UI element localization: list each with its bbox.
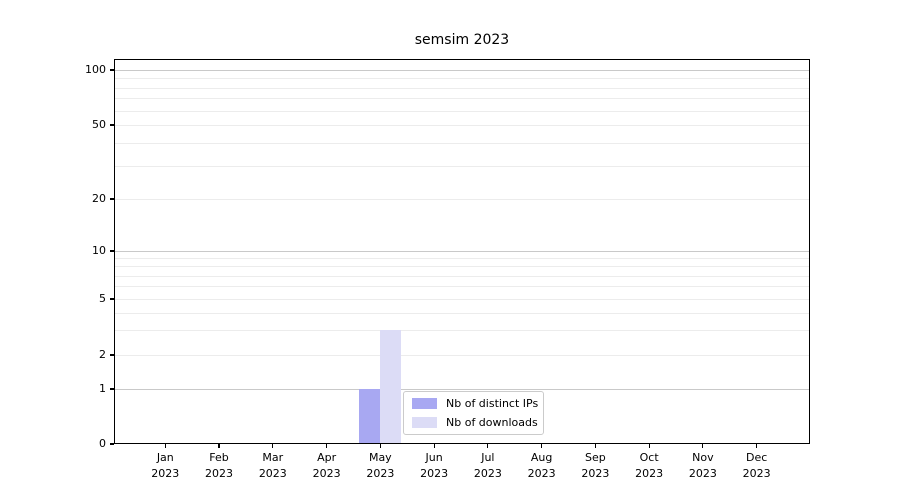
y-axis-tick-mark bbox=[110, 69, 114, 71]
y-axis-tick-mark bbox=[110, 198, 114, 200]
minor-gridline bbox=[114, 199, 810, 200]
x-axis-tick-label: Dec 2023 bbox=[727, 450, 787, 482]
x-tick-year: 2023 bbox=[258, 467, 287, 480]
major-gridline bbox=[114, 70, 810, 71]
x-axis-tick-label: Nov 2023 bbox=[673, 450, 733, 482]
minor-gridline bbox=[114, 299, 810, 300]
minor-gridline bbox=[114, 266, 810, 268]
y-axis-tick-label: 20 bbox=[92, 192, 106, 205]
x-tick-year: 2023 bbox=[420, 467, 449, 480]
x-tick-month: Oct bbox=[639, 451, 659, 464]
bar-nb-of-distinct-ips bbox=[359, 389, 381, 444]
legend-swatch-nb-of-distinct-ips bbox=[412, 398, 437, 410]
plot-area bbox=[114, 59, 810, 444]
bar-nb-of-downloads bbox=[380, 330, 402, 444]
x-tick-month: Jun bbox=[425, 451, 443, 464]
minor-gridline bbox=[114, 166, 810, 168]
x-axis-tick-mark bbox=[379, 444, 381, 448]
legend-item: Nb of downloads bbox=[412, 415, 538, 431]
minor-gridline bbox=[114, 87, 810, 89]
x-axis-tick-mark bbox=[702, 444, 704, 448]
y-axis-tick-mark bbox=[110, 388, 114, 390]
x-tick-year: 2023 bbox=[151, 467, 180, 480]
y-axis-tick-mark bbox=[110, 250, 114, 252]
minor-gridline bbox=[114, 98, 810, 100]
y-axis-tick-mark bbox=[110, 298, 114, 300]
y-axis-tick-label: 5 bbox=[99, 292, 106, 305]
x-tick-month: Jul bbox=[481, 451, 495, 464]
x-tick-year: 2023 bbox=[205, 467, 234, 480]
x-axis-tick-label: Aug 2023 bbox=[512, 450, 572, 482]
minor-gridline bbox=[114, 312, 810, 314]
y-axis-tick-label: 2 bbox=[99, 348, 106, 361]
x-axis-tick-label: Apr 2023 bbox=[297, 450, 357, 482]
major-gridline bbox=[114, 251, 810, 252]
minor-gridline bbox=[114, 286, 810, 288]
y-axis-tick-mark bbox=[110, 443, 114, 445]
x-tick-year: 2023 bbox=[635, 467, 664, 480]
y-axis-tick-label: 1 bbox=[99, 382, 106, 395]
y-axis-tick-label: 10 bbox=[92, 244, 106, 257]
x-axis-tick-label: Jan 2023 bbox=[135, 450, 195, 482]
x-tick-year: 2023 bbox=[366, 467, 395, 480]
x-tick-year: 2023 bbox=[742, 467, 771, 480]
x-axis-tick-label: Jun 2023 bbox=[404, 450, 464, 482]
x-axis-tick-label: May 2023 bbox=[350, 450, 410, 482]
x-axis-tick-mark bbox=[541, 444, 543, 448]
y-axis-tick-mark bbox=[110, 124, 114, 126]
minor-gridline bbox=[114, 275, 810, 277]
x-tick-year: 2023 bbox=[473, 467, 502, 480]
x-tick-month: Jan bbox=[156, 451, 174, 464]
x-tick-month: Mar bbox=[262, 451, 284, 464]
x-tick-month: Nov bbox=[692, 451, 714, 464]
y-axis-tick-label: 50 bbox=[92, 118, 106, 131]
minor-gridline bbox=[114, 355, 810, 356]
x-tick-month: Dec bbox=[746, 451, 768, 464]
x-tick-year: 2023 bbox=[527, 467, 556, 480]
legend-swatch-nb-of-downloads bbox=[412, 416, 437, 428]
x-axis-tick-label: Jul 2023 bbox=[458, 450, 518, 482]
y-axis-tick-label: 0 bbox=[99, 437, 106, 450]
minor-gridline bbox=[114, 330, 810, 332]
major-gridline bbox=[114, 389, 810, 390]
x-tick-month: May bbox=[368, 451, 392, 464]
x-tick-month: Sep bbox=[585, 451, 606, 464]
minor-gridline bbox=[114, 125, 810, 126]
x-tick-month: Apr bbox=[317, 451, 337, 464]
x-axis-tick-mark bbox=[272, 444, 274, 448]
x-axis-tick-label: Mar 2023 bbox=[243, 450, 303, 482]
x-axis-tick-mark bbox=[487, 444, 489, 448]
x-axis-tick-mark bbox=[164, 444, 166, 448]
legend-label: Nb of distinct IPs bbox=[446, 397, 539, 411]
x-axis-tick-label: Oct 2023 bbox=[619, 450, 679, 482]
y-axis-tick-mark bbox=[110, 354, 114, 356]
x-tick-year: 2023 bbox=[312, 467, 341, 480]
x-axis-tick-label: Sep 2023 bbox=[565, 450, 625, 482]
legend-label: Nb of downloads bbox=[446, 415, 538, 429]
y-axis-tick-label: 100 bbox=[85, 63, 106, 76]
chart-title: semsim 2023 bbox=[414, 32, 510, 48]
x-axis-tick-mark bbox=[218, 444, 220, 448]
minor-gridline bbox=[114, 78, 810, 80]
x-axis-tick-mark bbox=[594, 444, 596, 448]
x-tick-year: 2023 bbox=[688, 467, 717, 480]
minor-gridline bbox=[114, 110, 810, 112]
legend-item: Nb of distinct IPs bbox=[412, 396, 539, 412]
x-tick-month: Feb bbox=[209, 451, 229, 464]
legend: Nb of distinct IPs Nb of downloads bbox=[403, 391, 544, 435]
x-axis-tick-mark bbox=[325, 444, 328, 448]
minor-gridline bbox=[114, 143, 810, 145]
minor-gridline bbox=[114, 258, 810, 260]
x-axis-tick-mark bbox=[756, 444, 758, 448]
x-axis-tick-mark bbox=[433, 444, 435, 448]
x-axis-tick-mark bbox=[648, 444, 650, 448]
x-tick-month: Aug bbox=[530, 451, 553, 464]
x-axis-tick-label: Feb 2023 bbox=[189, 450, 249, 482]
x-tick-year: 2023 bbox=[581, 467, 610, 480]
